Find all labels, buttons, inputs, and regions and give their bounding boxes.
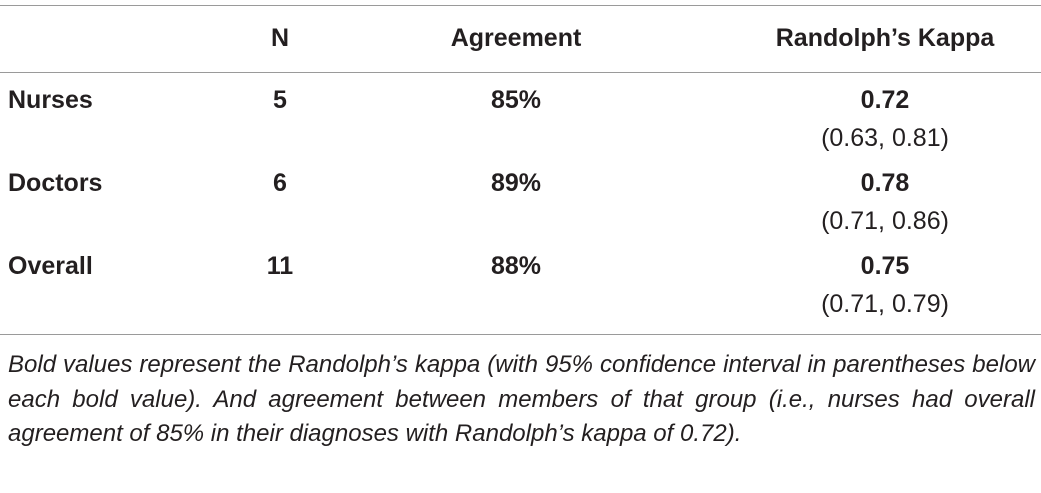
row-label: Doctors: [8, 169, 103, 197]
agreement-value: 89%: [490, 169, 542, 197]
n-value: 6: [273, 169, 287, 197]
n-value: 11: [266, 252, 294, 280]
row-label: Overall: [8, 252, 93, 280]
row-label: Nurses: [8, 86, 93, 114]
footnote: Bold values represent the Randolph’s kap…: [8, 351, 1035, 447]
agreement-value: 85%: [490, 86, 542, 114]
kappa-value: 0.75: [860, 252, 910, 280]
kappa-ci: (0.71, 0.86): [821, 207, 949, 235]
header-rule: [0, 72, 1041, 73]
n-value: 5: [273, 86, 287, 114]
kappa-value: 0.78: [860, 169, 910, 197]
top-rule: [0, 5, 1041, 6]
bottom-rule: [0, 334, 1041, 335]
agreement-value: 88%: [490, 252, 542, 280]
header-cell: Agreement: [450, 24, 582, 52]
kappa-ci: (0.63, 0.81): [821, 124, 949, 152]
kappa-value: 0.72: [860, 86, 910, 114]
kappa-ci: (0.71, 0.79): [821, 290, 949, 318]
header-cell: N: [270, 24, 290, 52]
header-cell: Randolph’s Kappa: [775, 24, 995, 52]
